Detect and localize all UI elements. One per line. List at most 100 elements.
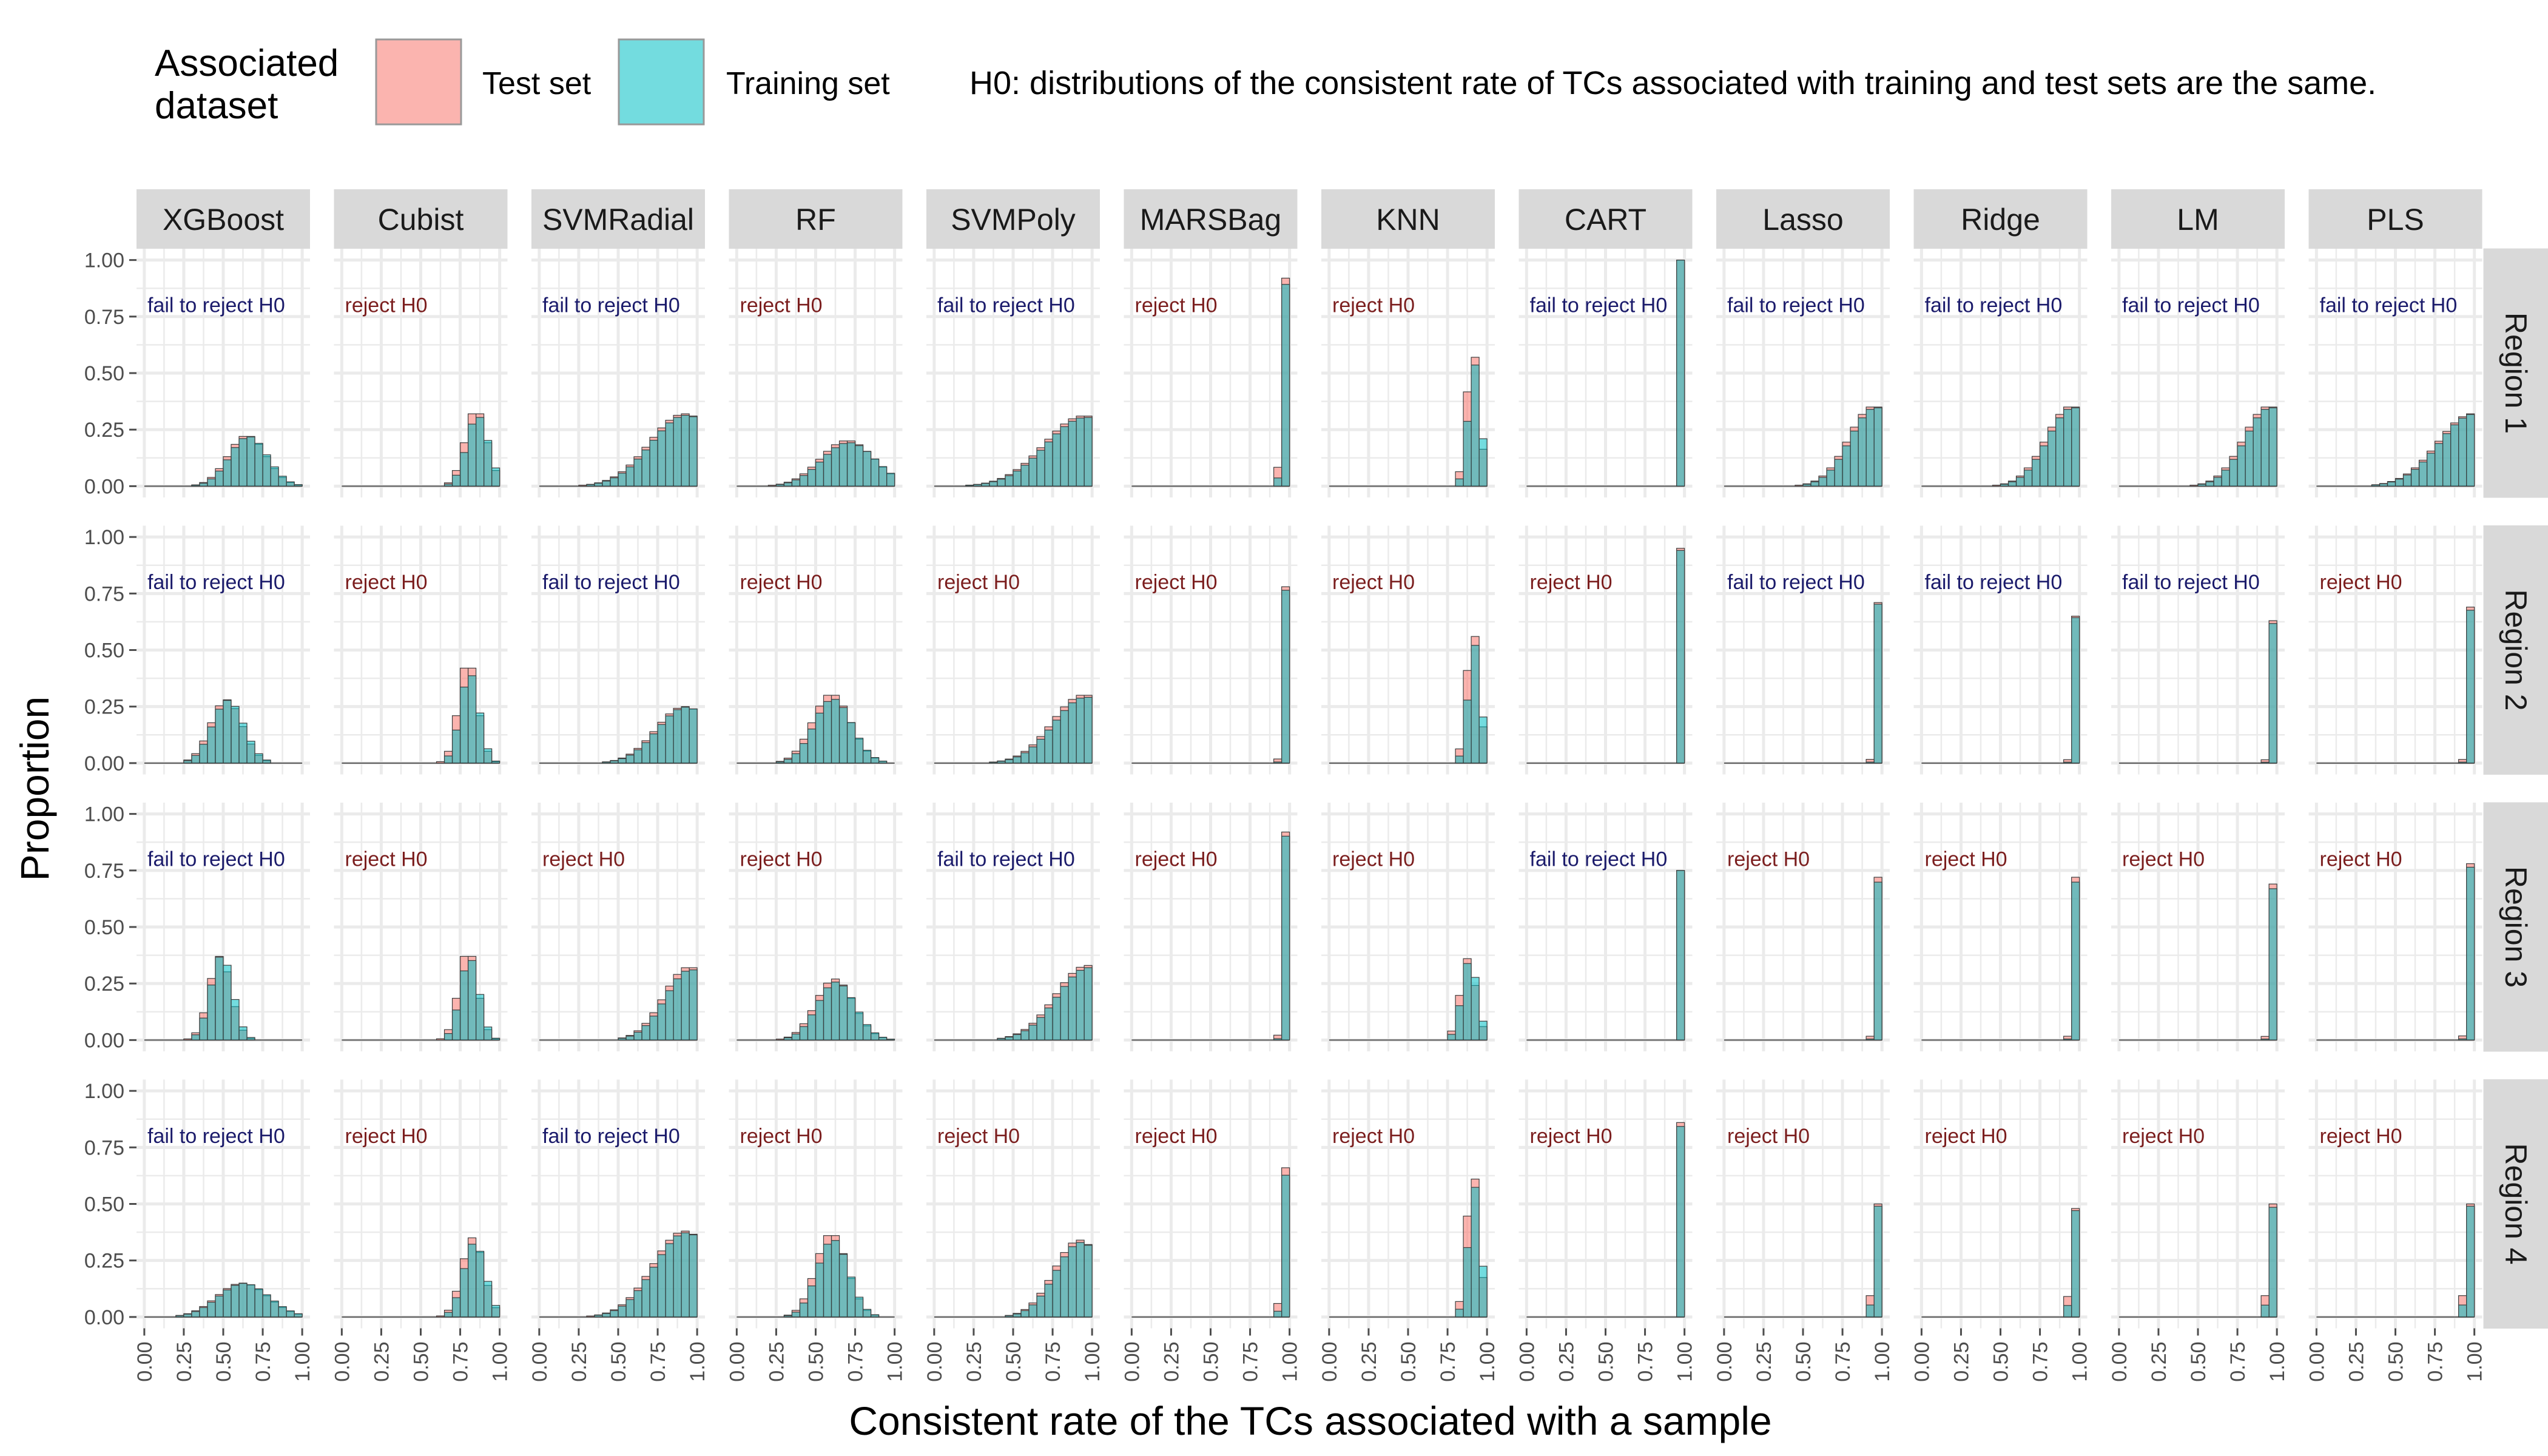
y-tick-label: 1.00 bbox=[84, 1080, 124, 1103]
training-set-bar bbox=[854, 1011, 864, 1040]
training-set-bar bbox=[451, 1297, 461, 1318]
x-tick-label: 0.25 bbox=[370, 1342, 393, 1382]
training-set-bar bbox=[467, 675, 477, 764]
x-axis-xgboost: 0.00 0.25 0.50 0.75 1.00 bbox=[133, 1328, 314, 1382]
h0-verdict-label: reject H0 bbox=[1332, 294, 1415, 317]
x-tick-label: 0.50 bbox=[1002, 1342, 1025, 1382]
training-set-bar bbox=[254, 1288, 263, 1318]
training-set-bar bbox=[1068, 976, 1077, 1040]
training-set-bar bbox=[1818, 477, 1827, 487]
training-set-bar bbox=[1005, 1315, 1014, 1318]
training-set-bar bbox=[1052, 720, 1061, 764]
training-set-bar bbox=[625, 755, 635, 764]
training-set-bar bbox=[799, 1303, 809, 1318]
training-set-bar bbox=[625, 1036, 635, 1040]
training-set-bar bbox=[1028, 1025, 1037, 1040]
training-set-bar bbox=[989, 761, 998, 764]
training-set-bar bbox=[246, 1037, 255, 1040]
x-axis-svmradial: 0.00 0.25 0.50 0.75 1.00 bbox=[528, 1328, 709, 1382]
panel-marsbag-region-3: reject H0 bbox=[1124, 803, 1298, 1051]
training-set-bar bbox=[799, 743, 809, 764]
training-set-bar bbox=[1013, 470, 1022, 487]
training-set-bar bbox=[2071, 407, 2080, 487]
training-set-bar bbox=[862, 1309, 872, 1318]
panel-knn-region-3: reject H0 bbox=[1321, 803, 1495, 1051]
x-axis-ridge: 0.00 0.25 0.50 0.75 1.00 bbox=[1910, 1328, 2092, 1382]
training-set-bar bbox=[223, 699, 232, 764]
x-tick-label: 0.75 bbox=[2424, 1342, 2447, 1382]
h0-verdict-label: fail to reject H0 bbox=[1925, 571, 2063, 594]
x-tick-label: 0.50 bbox=[2187, 1342, 2210, 1382]
training-set-bar bbox=[1866, 761, 1875, 764]
training-set-bar bbox=[791, 1312, 801, 1318]
training-set-bar bbox=[870, 1314, 880, 1318]
column-strip-rf: RF bbox=[729, 189, 903, 249]
training-set-bar bbox=[491, 1037, 500, 1040]
h0-verdict-label: reject H0 bbox=[1925, 1125, 2007, 1148]
column-strip-svmpoly: SVMPoly bbox=[926, 189, 1100, 249]
training-set-bar bbox=[231, 1285, 240, 1318]
x-tick-label: 0.25 bbox=[765, 1342, 788, 1382]
training-set-bar bbox=[1052, 433, 1061, 487]
training-set-bar bbox=[594, 1315, 603, 1318]
panel-xgboost-region-1: fail to reject H0 bbox=[136, 249, 310, 497]
legend-title-line-1: Associated bbox=[155, 42, 339, 84]
x-axis-svmpoly: 0.00 0.25 0.50 0.75 1.00 bbox=[923, 1328, 1104, 1382]
x-tick-label: 0.25 bbox=[173, 1342, 196, 1382]
column-strip-knn: KNN bbox=[1321, 189, 1495, 249]
training-set-bar bbox=[467, 960, 477, 1040]
training-set-bar bbox=[689, 416, 698, 487]
training-set-bar bbox=[1084, 417, 1093, 487]
x-tick-label: 0.50 bbox=[1397, 1342, 1420, 1382]
y-tick-label: 0.25 bbox=[84, 1250, 124, 1273]
training-set-bar bbox=[270, 466, 279, 487]
training-set-bar bbox=[831, 447, 840, 487]
column-strip-marsbag: MARSBag bbox=[1124, 189, 1298, 249]
training-set-bar bbox=[1858, 417, 1867, 487]
y-tick-label: 0.75 bbox=[84, 1136, 124, 1159]
x-tick-label: 0.50 bbox=[1990, 1342, 2013, 1382]
training-set-bar bbox=[2023, 470, 2033, 487]
h0-verdict-label: reject H0 bbox=[1727, 1125, 1810, 1148]
training-set-bar bbox=[997, 479, 1006, 487]
panel-pls-region-1: fail to reject H0 bbox=[2308, 249, 2482, 497]
training-set-bar bbox=[223, 1289, 232, 1318]
column-strip-label: Cubist bbox=[378, 203, 464, 237]
training-set-bar bbox=[475, 417, 485, 487]
y-axis-row-1: 0.00 0.25 0.50 0.75 1.00 bbox=[84, 249, 136, 498]
training-set-bar bbox=[1020, 1030, 1030, 1040]
training-set-bar bbox=[199, 482, 208, 487]
training-set-bar bbox=[775, 761, 785, 764]
training-set-bar bbox=[689, 969, 698, 1040]
training-set-bar bbox=[254, 753, 263, 764]
training-set-bar bbox=[491, 760, 500, 764]
training-set-bar bbox=[2458, 761, 2467, 764]
training-set-bar bbox=[262, 1294, 271, 1318]
x-tick-label: 0.25 bbox=[1358, 1342, 1381, 1382]
h0-verdict-label: reject H0 bbox=[1925, 848, 2007, 871]
x-tick-label: 0.00 bbox=[2108, 1342, 2131, 1382]
training-set-bar bbox=[1036, 1295, 1045, 1318]
training-set-bar bbox=[2466, 610, 2475, 764]
x-axis-lasso: 0.00 0.25 0.50 0.75 1.00 bbox=[1713, 1328, 1894, 1382]
training-set-bar bbox=[443, 755, 453, 764]
training-set-bar bbox=[2213, 477, 2222, 487]
row-strip-label: Region 1 bbox=[2499, 312, 2533, 434]
h0-verdict-label: reject H0 bbox=[542, 848, 625, 871]
training-set-bar bbox=[2000, 484, 2009, 487]
training-set-bar bbox=[1826, 470, 1835, 487]
training-set-bar bbox=[1478, 438, 1488, 487]
training-set-bar bbox=[633, 1290, 642, 1318]
x-tick-label: 0.75 bbox=[647, 1342, 670, 1382]
training-set-bar bbox=[1873, 407, 1882, 487]
training-set-bar bbox=[602, 480, 611, 487]
panel-cubist-region-3: reject H0 bbox=[334, 803, 508, 1051]
training-set-bar bbox=[475, 712, 485, 764]
x-tick-label: 1.00 bbox=[1081, 1342, 1104, 1382]
h0-verdict-label: reject H0 bbox=[2122, 1125, 2205, 1148]
test-set-bar bbox=[436, 761, 445, 764]
training-set-bar bbox=[183, 1313, 192, 1318]
column-strip-label: SVMRadial bbox=[542, 203, 694, 237]
training-set-bar bbox=[1013, 1034, 1022, 1040]
training-set-bar bbox=[2055, 417, 2064, 487]
